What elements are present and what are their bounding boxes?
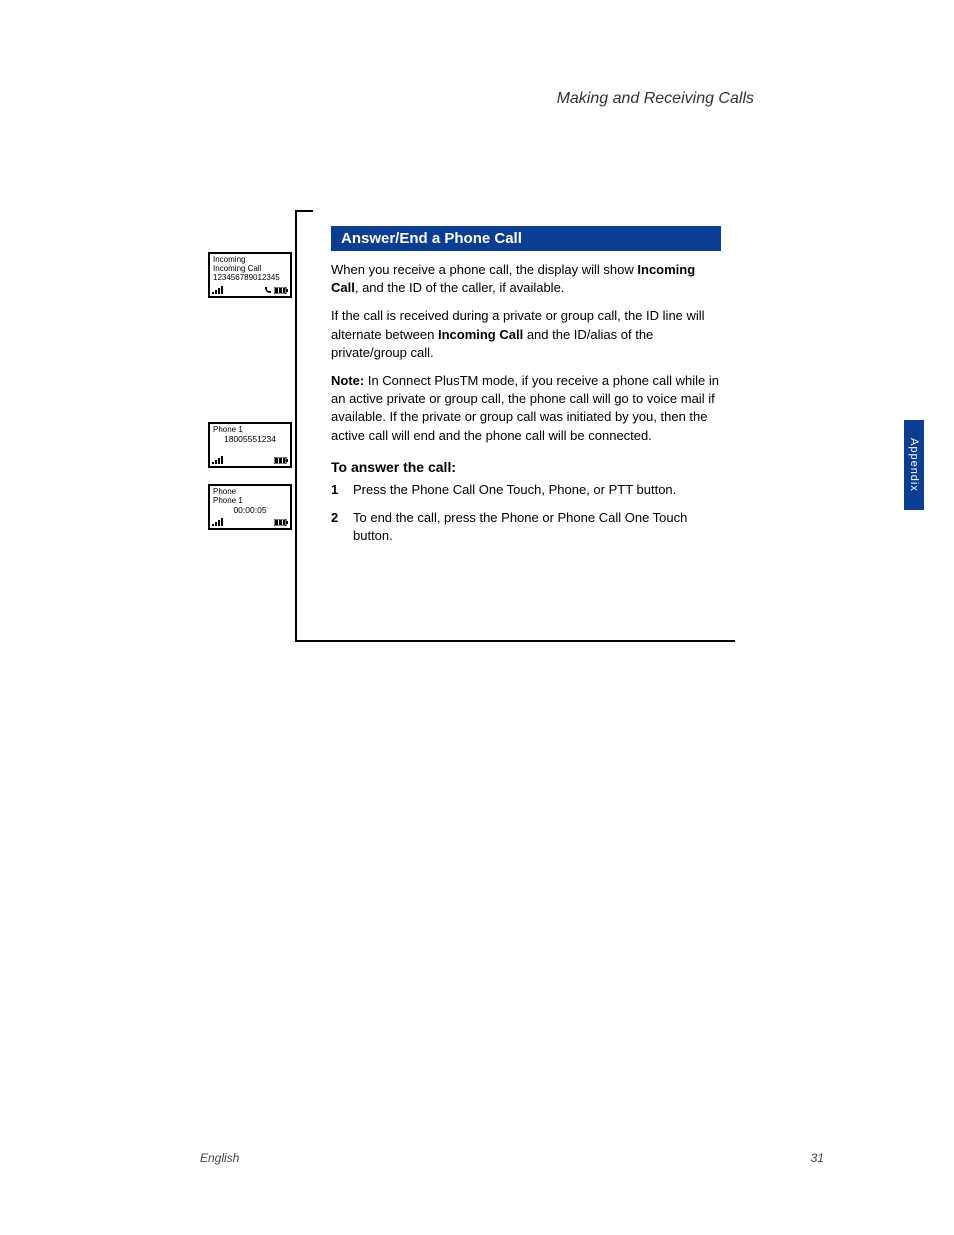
appendix-tab: Appendix — [904, 420, 924, 510]
footer-right: 31 — [811, 1151, 824, 1165]
battery-icon — [274, 287, 288, 294]
signal-icon — [212, 518, 224, 526]
lcd-line: Incoming Call — [213, 265, 287, 274]
signal-icon — [212, 286, 224, 294]
note-body: In Connect PlusTM mode, if you receive a… — [331, 373, 719, 443]
main-content-frame: Answer/End a Phone Call When you receive… — [295, 210, 735, 642]
lcd-line: Phone 1 — [213, 426, 287, 435]
lcd-line: 00:00:05 — [213, 506, 287, 515]
note-label: Note: — [331, 373, 364, 388]
battery-icon — [274, 519, 288, 526]
note-paragraph: Note: In Connect PlusTM mode, if you rec… — [331, 372, 721, 445]
page-footer: English 31 — [0, 1151, 954, 1165]
lcd-line: Phone 1 — [213, 497, 287, 506]
lcd-line: 18005551234 — [213, 435, 287, 444]
footer-left: English — [200, 1151, 239, 1165]
step-number: 1 — [331, 481, 353, 499]
subheading: To answer the call: — [331, 459, 751, 475]
phone-icon — [264, 286, 272, 294]
step-number: 2 — [331, 509, 353, 545]
lcd-line: Incoming — [213, 256, 287, 265]
paragraph: When you receive a phone call, the displ… — [331, 261, 721, 297]
step-item: 1 Press the Phone Call One Touch, Phone,… — [331, 481, 721, 499]
lcd-line: 123456789012345 — [213, 274, 287, 283]
lcd-display-phone-timer: Phone Phone 1 00:00:05 — [208, 484, 292, 530]
text: When you receive a phone call, the displ… — [331, 262, 637, 277]
signal-icon — [212, 456, 224, 464]
lcd-display-phone-dial: Phone 1 18005551234 — [208, 422, 292, 468]
battery-icon — [274, 457, 288, 464]
section-title-bar: Answer/End a Phone Call — [331, 226, 721, 251]
page-header: Making and Receiving Calls — [557, 90, 754, 108]
lcd-line: Phone — [213, 488, 287, 497]
paragraph: If the call is received during a private… — [331, 307, 721, 362]
lcd-display-incoming: Incoming Incoming Call 123456789012345 — [208, 252, 292, 298]
step-text: Press the Phone Call One Touch, Phone, o… — [353, 481, 721, 499]
text-bold: Incoming Call — [438, 327, 523, 342]
text: , and the ID of the caller, if available… — [355, 280, 565, 295]
step-item: 2 To end the call, press the Phone or Ph… — [331, 509, 721, 545]
step-text: To end the call, press the Phone or Phon… — [353, 509, 721, 545]
